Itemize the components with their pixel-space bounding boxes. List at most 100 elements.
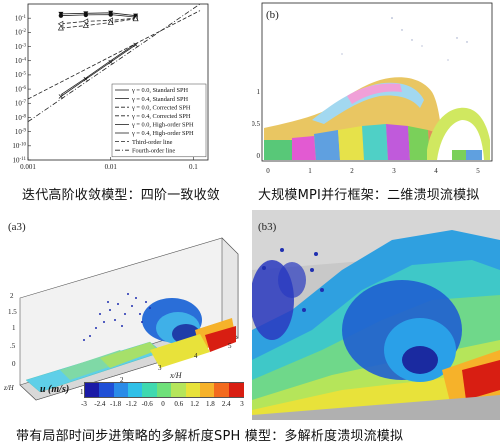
y-tick-label: 10-8 <box>15 114 27 122</box>
data-point-2-0 <box>57 20 64 27</box>
data-point-2-1 <box>82 18 89 25</box>
legend-box <box>111 83 207 158</box>
svg-text:5: 5 <box>228 342 232 350</box>
y-tick-label: 10-7 <box>15 100 27 108</box>
convergence-chart-panel: 0.001 0.01 0.1 10-1 10-2 10-3 10-4 10-5 10-6 10-7… <box>0 0 250 178</box>
y-tick-label: 10-4 <box>15 57 27 65</box>
y-tick-label: 10-3 <box>15 43 27 51</box>
colorbar-segment <box>113 383 129 397</box>
colorbar-tick-label: -2.4 <box>94 400 106 408</box>
colorbar-segment <box>156 383 172 397</box>
data-point-5-1 <box>83 76 89 82</box>
svg-text:.5: .5 <box>10 342 16 350</box>
data-point-1-2 <box>108 12 113 17</box>
x-tick-label: 4 <box>434 167 438 175</box>
legend-entry: γ = 0.4, Standard SPH <box>131 96 188 103</box>
colorbar-tick-label: 0.6 <box>174 400 184 408</box>
svg-text:1.5: 1.5 <box>8 308 17 316</box>
series-line-1 <box>60 14 136 18</box>
data-point-5-2 <box>108 59 113 65</box>
z-axis-ticks: 2 1.5 1 .5 0 <box>8 292 17 368</box>
legend-entry: γ = 0.4, Corrected SPH <box>131 113 191 120</box>
colorbar-ticks: -3 -2.4 -1.8 -1.2 -0.6 0 0.6 1.2 1.8 2.4 3 <box>81 400 244 410</box>
data-point-1-1 <box>83 12 89 18</box>
colorbar-label: u (m/s) <box>40 384 70 395</box>
dam-break-2d-panel: (b) 0 1 2 3 4 5 0 0.5 1 <box>252 0 500 178</box>
colorbar-segment <box>214 383 230 397</box>
colorbar-segment <box>185 383 201 397</box>
x-axis-ticks: 1 2 3 4 5 <box>80 342 232 396</box>
y-tick-label: 1 <box>257 88 261 96</box>
series-line-7 <box>27 3 201 123</box>
dam-break-2d-plot: (b) 0 1 2 3 4 5 0 0.5 1 <box>252 2 493 175</box>
colorbar-segment <box>128 383 144 397</box>
data-point-3-0 <box>57 24 64 31</box>
legend-entry: γ = 0.0, High-order SPH <box>131 122 194 129</box>
dam-break-3d-panel: (a3) 2 1.5 1 .5 0 <box>0 210 252 420</box>
dam-break-zoom-plot: (b3) <box>252 210 500 420</box>
spray-particles <box>341 17 468 61</box>
panel-label-b: (b) <box>266 9 279 21</box>
colorbar-segment <box>99 383 115 397</box>
series-line-2 <box>60 17 136 25</box>
y-tick-label: 10-10 <box>12 142 26 150</box>
legend-entry: γ = 0.0, Corrected SPH <box>131 104 191 111</box>
series-line-5 <box>60 44 136 97</box>
y-tick-label: 10-1 <box>15 14 27 22</box>
series-line-3 <box>60 18 136 29</box>
data-point-3-2 <box>107 19 114 25</box>
x-tick-label: 0.001 <box>20 163 36 171</box>
svg-text:1: 1 <box>12 324 16 332</box>
data-point-1-0 <box>58 13 64 18</box>
colorbar-segment <box>199 383 216 397</box>
x-tick-label: 3 <box>392 167 396 175</box>
x-axis-label: x/H <box>169 371 183 380</box>
svg-text:3: 3 <box>158 364 162 372</box>
convergence-chart: 0.001 0.01 0.1 10-1 10-2 10-3 10-4 10-5 10-6 10-7… <box>12 3 209 171</box>
colorbar-tick-label: 0 <box>161 400 165 408</box>
y-tick-label: 10-6 <box>15 85 27 93</box>
data-point-5-3 <box>133 42 138 48</box>
colorbar-tick-label: -0.6 <box>141 400 153 408</box>
x-tick-label: 0 <box>266 167 270 175</box>
velocity-colorbar: u (m/s) -3 -2.4 -1.8 -1.2 -0.6 0 0.6 1.2 1.8 2.4 3 <box>40 380 250 420</box>
series-line-0 <box>60 12 136 17</box>
y-tick-label: 0 <box>257 152 261 160</box>
colorbar-tick-label: -3 <box>81 400 87 408</box>
colorbar-segment <box>228 383 244 397</box>
svg-text:2: 2 <box>10 292 14 300</box>
panel-label-b3: (b3) <box>258 221 277 233</box>
multicolor-particle-domain <box>264 77 490 160</box>
colorbar-segment <box>142 383 158 397</box>
caption-convergence: 迭代高阶收敛模型：四阶一致收敛 <box>22 188 221 203</box>
svg-text:4: 4 <box>194 352 198 360</box>
x-tick-label: 1 <box>308 167 312 175</box>
colorbar-tick-label: 3 <box>240 400 244 408</box>
colorbar-tick-label: 1.8 <box>206 400 215 408</box>
droplet-spray <box>83 293 151 341</box>
z-axis-label: z/H <box>3 384 15 392</box>
svg-text:2: 2 <box>120 376 124 384</box>
colorbar-tick-label: 2.4 <box>221 400 231 408</box>
panel-label-a3: (a3) <box>8 221 26 233</box>
svg-text:1: 1 <box>80 388 84 396</box>
series-line-6 <box>27 10 201 100</box>
bottom-floor <box>252 395 500 420</box>
dam-break-zoom-panel: (b3) <box>252 210 500 420</box>
x-tick-label: 5 <box>476 167 480 175</box>
x-tick-label: 0.01 <box>105 163 118 171</box>
data-point-3-3 <box>132 15 139 22</box>
legend-entry: γ = 0.4, High-order SPH <box>131 130 194 137</box>
caption-mpi: 大规模MPI并行框架：二维溃坝流模拟 <box>258 188 480 203</box>
y-tick-label: 10-5 <box>15 71 27 79</box>
colorbar-tick-label: 1.2 <box>190 400 199 408</box>
legend-entry: γ = 0.0, Standard SPH <box>131 87 188 94</box>
colorbar-tick-label: -1.8 <box>110 400 122 408</box>
colorbar-segment <box>171 383 187 397</box>
y-tick-label: 0.5 <box>252 120 261 128</box>
svg-text:0: 0 <box>12 360 16 368</box>
x-tick-label: 2 <box>350 167 354 175</box>
series-line-4 <box>60 43 136 96</box>
colorbar-tick-label: -1.2 <box>125 400 137 408</box>
legend-entry: Third-order line <box>132 139 173 146</box>
